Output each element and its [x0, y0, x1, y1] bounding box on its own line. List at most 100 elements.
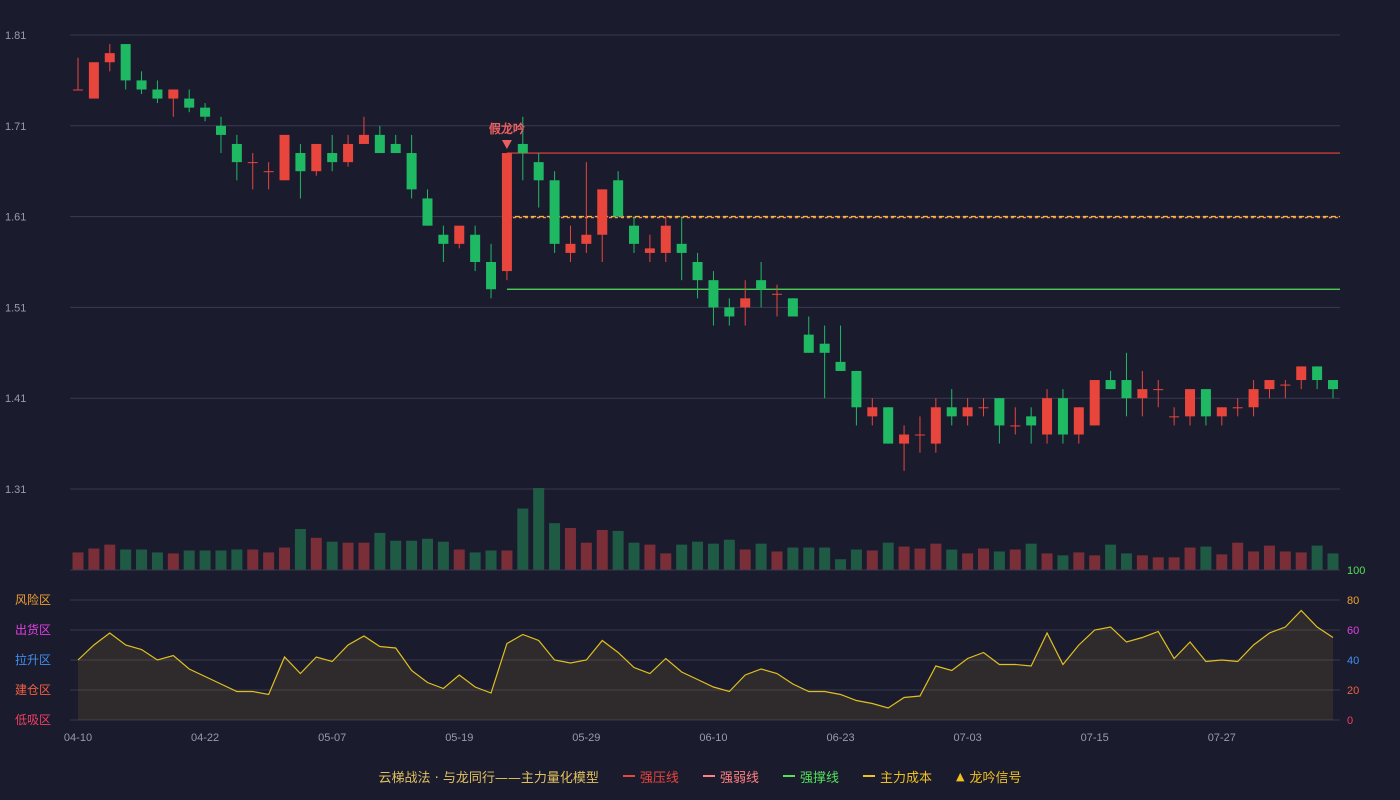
candle-body: [1280, 384, 1291, 386]
triangle-icon: ▲: [955, 769, 965, 783]
volume-bar: [771, 551, 783, 570]
x-tick-label: 05-07: [318, 732, 346, 744]
candle-body: [771, 293, 782, 295]
osc-y-tick-label: 60: [1347, 625, 1359, 637]
candle-body: [152, 89, 163, 99]
candle-body: [1137, 389, 1148, 399]
volume-bar: [978, 548, 990, 570]
x-tick-label: 07-03: [954, 732, 982, 744]
legend-cost[interactable]: 主力成本: [862, 767, 932, 786]
volume-bar: [1009, 549, 1021, 570]
legend-pressure[interactable]: 强压线: [622, 767, 679, 786]
candle-body: [533, 162, 544, 181]
candle-body: [501, 153, 512, 272]
volume-bar: [453, 549, 465, 570]
candle-body: [247, 162, 258, 164]
volume-bar: [1184, 547, 1196, 570]
candle-body: [597, 189, 608, 235]
zone-label: 建仓区: [15, 683, 51, 697]
volume-bar: [707, 543, 719, 570]
volume-bar: [183, 550, 195, 570]
candle-body: [327, 153, 338, 163]
volume-bar: [406, 540, 418, 570]
osc-area: [78, 610, 1333, 720]
candle-body: [1328, 380, 1338, 390]
candle-body: [756, 280, 767, 290]
candle-body: [184, 98, 195, 108]
x-tick-label: 06-10: [699, 732, 727, 744]
candle-body: [517, 143, 528, 154]
candle-body: [994, 398, 1005, 426]
candle-body: [676, 243, 687, 253]
volume-bar: [628, 542, 640, 570]
candle-body: [1248, 389, 1259, 408]
candle-body: [930, 407, 941, 444]
volume-bar: [1057, 555, 1069, 570]
volume-bar: [485, 550, 497, 570]
volume-bar: [866, 550, 878, 570]
x-tick-label: 06-23: [826, 732, 854, 744]
volume-bar: [517, 508, 529, 570]
volume-bar: [946, 549, 958, 570]
candle-body: [851, 370, 862, 408]
candle-body: [899, 434, 910, 444]
candle-body: [835, 361, 846, 371]
volume-bar: [660, 553, 672, 570]
candle-body: [1296, 366, 1307, 381]
zone-label: 风险区: [15, 592, 51, 607]
candle-body: [787, 298, 798, 317]
volume-bar: [692, 541, 704, 570]
osc-y-tick-label: 40: [1347, 655, 1359, 667]
volume-bar: [1089, 555, 1101, 570]
candle-body: [867, 407, 878, 417]
volume-bar: [549, 523, 561, 570]
legend-support-label: 强撑线: [799, 770, 839, 786]
volume-bar: [342, 542, 354, 570]
candle-body: [613, 180, 624, 217]
candle-body: [263, 171, 274, 173]
volume-bar: [279, 547, 291, 570]
volume-bar: [151, 552, 163, 570]
x-tick-label: 04-10: [64, 732, 92, 744]
down-arrow-icon: [501, 140, 512, 150]
volume-bar: [596, 529, 608, 570]
candle-body: [724, 307, 735, 317]
candle-body: [1105, 380, 1116, 390]
volume-bar: [1232, 542, 1244, 570]
volume-bar: [564, 528, 576, 570]
y-tick-label: 1.51: [5, 302, 26, 314]
volume-bar: [914, 548, 926, 570]
candle-body: [978, 407, 989, 409]
volume-bar: [819, 547, 831, 570]
legend-support[interactable]: 强撑线: [782, 767, 839, 786]
candle-body: [1216, 407, 1227, 417]
zone-label: 出货区: [15, 622, 51, 637]
volume-bar: [882, 542, 894, 570]
y-tick-label: 1.61: [5, 212, 26, 224]
volume-bar: [310, 537, 322, 570]
volume-bar: [898, 546, 910, 570]
candle-body: [422, 198, 433, 226]
osc-line: [77, 609, 1334, 709]
volume-bar: [723, 539, 735, 570]
volume-bar: [421, 538, 433, 570]
candle-body: [231, 143, 242, 163]
legend-signal[interactable]: ▲ 龙吟信号: [956, 767, 1021, 786]
zone-label: 低吸区: [15, 713, 51, 727]
volume-bar: [1327, 553, 1339, 570]
volume-bar: [263, 552, 275, 570]
osc-y-tick-label: 100: [1347, 565, 1365, 577]
legend-weak[interactable]: 强弱线: [702, 767, 759, 786]
candle-body: [946, 407, 957, 417]
y-tick-label: 1.41: [5, 393, 26, 405]
volume-bar: [1041, 553, 1053, 570]
candle-body: [883, 407, 894, 444]
candle-body: [629, 225, 640, 244]
volume-bar: [437, 541, 449, 570]
x-tick-label: 04-22: [191, 732, 219, 744]
candle-body: [1057, 398, 1068, 435]
candle-body: [1185, 389, 1196, 417]
volume-bar: [199, 550, 211, 570]
volume-bar: [136, 549, 148, 570]
candle-body: [454, 225, 465, 244]
